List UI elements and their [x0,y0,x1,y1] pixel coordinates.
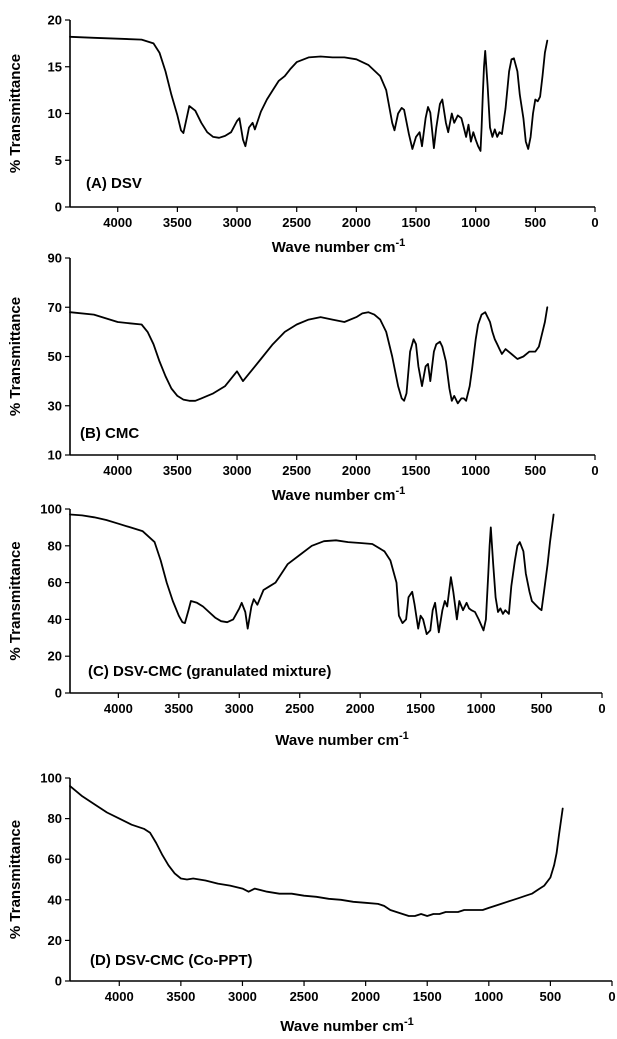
x-axis-title: Wave number cm-1 [275,730,408,749]
x-tick-label: 0 [591,215,598,230]
x-tick-label: 500 [531,701,553,716]
spectrum-panel-2: 10 30 50 70 90 4000 3500 3000 2500 2000 1500 1000 50… [7,251,599,505]
x-tick-label: 500 [524,463,546,478]
spectrum-line [69,513,555,635]
y-tick-label: 0 [55,200,62,215]
panel-label: (D) DSV-CMC (Co-PPT) [90,952,252,969]
y-tick-label: 10 [48,448,62,463]
y-tick-label: 15 [48,59,62,74]
x-tick-label: 3000 [223,215,252,230]
x-tick-label: 0 [598,701,605,716]
spectrum-panel-3: 0 20 40 60 80 100 4000 3500 3000 2500 2000 1500 1000… [7,502,606,750]
x-tick-label: 1500 [402,215,431,230]
x-tick-label: 4000 [105,989,134,1004]
x-tick-label: 3500 [164,701,193,716]
y-tick-label: 0 [55,686,62,701]
y-tick-label: 20 [48,649,62,664]
y-tick-label: 30 [48,398,62,413]
x-tick-label: 3500 [163,463,192,478]
x-axis-title-superscript: -1 [399,730,409,742]
y-tick-label: 0 [55,974,62,989]
x-tick-label: 500 [540,989,562,1004]
y-axis-title: % Transmittance [7,820,24,939]
panel-label: (B) CMC [80,425,139,442]
y-axis-title: % Transmittance [7,297,24,416]
y-tick-label: 70 [48,300,62,315]
x-axis-title: Wave number cm-1 [280,1016,413,1035]
x-tick-label: 500 [524,215,546,230]
x-tick-label: 2500 [285,701,314,716]
y-tick-label: 40 [48,612,62,627]
x-axis-title-text: Wave number cm [280,1018,404,1035]
x-tick-label: 2000 [351,989,380,1004]
x-axis-title-superscript: -1 [404,1016,414,1028]
x-axis-title-text: Wave number cm [272,487,396,504]
x-tick-label: 4000 [104,701,133,716]
y-tick-label: 60 [48,852,62,867]
x-axis-title: Wave number cm-1 [272,237,405,256]
x-tick-label: 3000 [228,989,257,1004]
spectrum-panel-4: 0 20 40 60 80 100 4000 3500 3000 2500 2000 1500 1000… [7,771,616,1036]
x-tick-label: 2000 [342,215,371,230]
y-tick-label: 80 [48,811,62,826]
x-tick-label: 1000 [461,463,490,478]
x-tick-label: 3500 [163,215,192,230]
x-tick-label: 1000 [474,989,503,1004]
y-tick-label: 20 [48,13,62,28]
y-tick-label: 100 [40,771,62,786]
y-tick-label: 5 [55,153,62,168]
x-tick-label: 1500 [402,463,431,478]
x-tick-label: 2000 [346,701,375,716]
x-axis-title-text: Wave number cm [272,239,396,256]
spectrum-line [69,306,549,405]
y-axis-title: % Transmittance [7,54,24,173]
x-tick-label: 3500 [166,989,195,1004]
y-tick-label: 40 [48,892,62,907]
x-tick-label: 1000 [467,701,496,716]
x-tick-label: 0 [591,463,598,478]
x-tick-label: 2500 [290,989,319,1004]
spectrum-line [69,35,549,152]
y-tick-label: 10 [48,106,62,121]
x-tick-label: 4000 [103,463,132,478]
x-axis-title-superscript: -1 [395,485,405,497]
spectrum-panel-1: 0 5 10 15 20 4000 3500 3000 2500 2000 1500 1000 500 0… [7,13,599,257]
y-tick-label: 100 [40,502,62,517]
x-tick-label: 3000 [225,701,254,716]
x-tick-label: 1500 [406,701,435,716]
x-tick-label: 4000 [103,215,132,230]
y-tick-label: 20 [48,933,62,948]
x-tick-label: 1500 [413,989,442,1004]
x-tick-label: 0 [608,989,615,1004]
x-tick-label: 2500 [282,463,311,478]
x-axis-title-text: Wave number cm [275,732,399,749]
x-tick-label: 3000 [223,463,252,478]
x-axis-title-superscript: -1 [395,237,405,249]
x-tick-label: 2000 [342,463,371,478]
y-tick-label: 60 [48,575,62,590]
y-axis-title: % Transmittance [7,541,24,660]
spectrum-line [69,785,564,917]
panel-label: (C) DSV-CMC (granulated mixture) [88,663,331,680]
y-tick-label: 80 [48,538,62,553]
panel-label: (A) DSV [86,175,142,192]
x-tick-label: 2500 [282,215,311,230]
y-tick-label: 50 [48,349,62,364]
x-axis-title: Wave number cm-1 [272,485,405,504]
y-tick-label: 90 [48,251,62,266]
x-tick-label: 1000 [461,215,490,230]
